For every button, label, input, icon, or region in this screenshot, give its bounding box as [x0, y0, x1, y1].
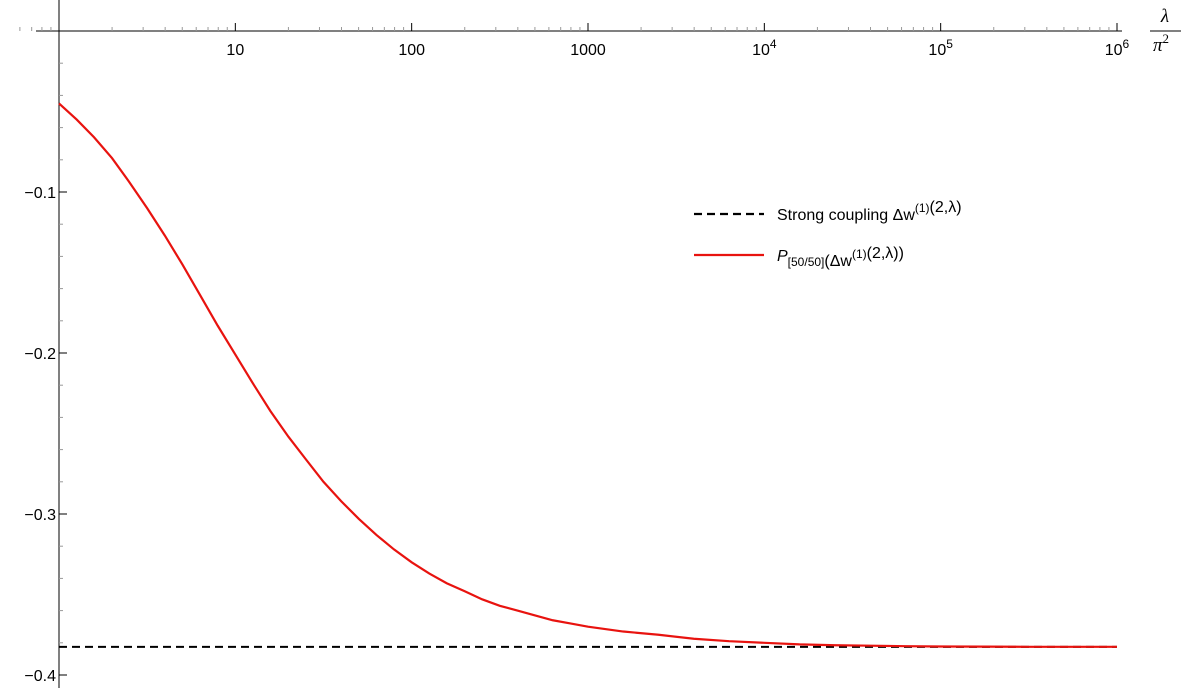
- x-tick-label: 1000: [570, 42, 606, 59]
- x-tick-label: 104: [752, 37, 777, 59]
- x-tick-label: 105: [928, 37, 953, 59]
- legend: Strong coupling Δw(1)(2,λ) P[50/50](Δw(1)…: [694, 199, 962, 270]
- legend-label-strong: Strong coupling Δw(1)(2,λ): [777, 199, 962, 224]
- axes: 10 100 1000 104 105 106 −0.1 −0.2 −0.3 −0.4 λ π2: [19, 0, 1181, 688]
- x-tick-label: 100: [398, 42, 425, 59]
- series-line-pade: [58, 102, 1117, 648]
- y-tick-label: −0.3: [24, 507, 56, 524]
- y-tick-label: −0.2: [24, 346, 56, 363]
- y-tick-label: −0.4: [24, 668, 56, 685]
- x-axis-label-numerator: λ: [1160, 6, 1169, 27]
- x-axis-label-denominator: π2: [1153, 31, 1169, 56]
- series-layer: [58, 102, 1117, 648]
- y-tick-label: −0.1: [24, 185, 56, 202]
- x-tick-label: 10: [226, 42, 244, 59]
- legend-label-pade: P[50/50](Δw(1)(2,λ)): [777, 245, 904, 270]
- x-tick-label: 106: [1105, 37, 1130, 59]
